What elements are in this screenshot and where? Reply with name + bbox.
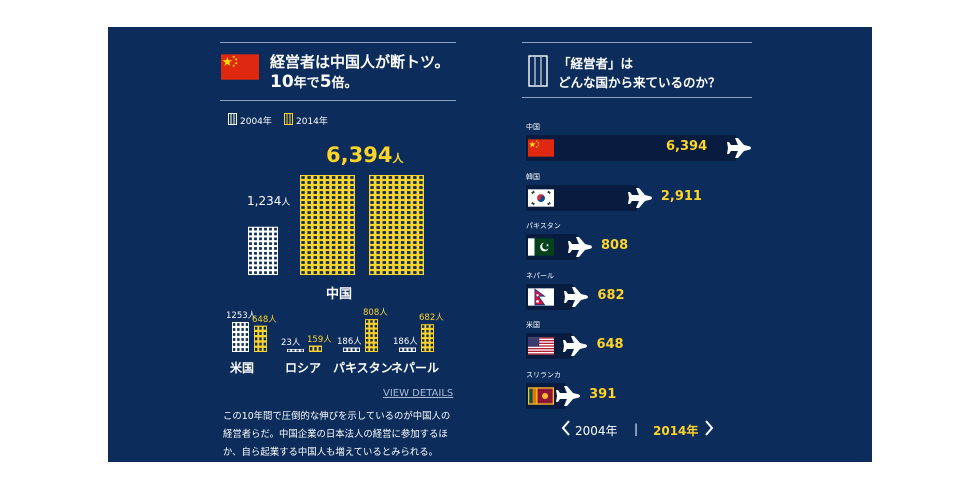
- category-label: 米国: [230, 361, 255, 375]
- china-category-label: 中国: [326, 287, 353, 302]
- legend-2014-label: 2014年: [296, 117, 328, 127]
- category-label: ネパール: [391, 361, 440, 375]
- left-title-line1: 経営者は中国人が断トツ。: [270, 53, 450, 71]
- building-2014-3: [365, 319, 378, 352]
- building-2004-2: [287, 349, 304, 352]
- airplane-icon: [726, 137, 752, 159]
- flag-pk-icon: [528, 238, 554, 256]
- airplane-icon: [562, 335, 588, 357]
- right-title-line1: 「経営者」は: [558, 56, 634, 71]
- flag-kr-icon: [528, 188, 554, 207]
- china-2014-building-2: [369, 175, 424, 275]
- legend-2004-label: 2004年: [240, 117, 272, 127]
- building-2014-1: [254, 325, 267, 352]
- china-2004-building: [248, 226, 278, 275]
- left-description: この10年間で圧倒的な伸びを示しているのが中国人の 経営者らだ。中国企業の日本法…: [223, 411, 451, 458]
- right-title-bottom-rule: [522, 97, 752, 98]
- year-2004-button[interactable]: 2004年: [575, 424, 618, 438]
- building-2004-3: [343, 347, 360, 352]
- prev-year-chevron-icon[interactable]: [561, 420, 571, 436]
- left-title-bottom-rule: [220, 100, 456, 101]
- airplane-icon: [627, 187, 653, 209]
- china-flag-icon: [221, 54, 259, 80]
- infographic-panel: 経営者は中国人が断トツ。 10年で5倍。 2004年 2014年 6,394人 …: [108, 27, 872, 462]
- right-top-rule: [522, 42, 752, 43]
- flag-cn-icon: [528, 139, 554, 157]
- china-2014-value-label: 6,394人: [326, 143, 404, 167]
- year-separator: |: [634, 422, 639, 436]
- country-value-label: 391: [589, 386, 617, 402]
- building-2004-1: [232, 322, 249, 352]
- legend-2014-icon: [284, 113, 293, 125]
- country-label: 中国: [526, 123, 540, 131]
- right-title-line2: どんな国から来ているのか？: [558, 75, 721, 90]
- building-icon: [528, 55, 548, 87]
- country-value-label: 6,394: [666, 139, 708, 154]
- value-2014-label: 682人: [419, 313, 444, 324]
- country-label: 米国: [526, 321, 540, 329]
- building-2014-2: [309, 345, 322, 352]
- china-building-chart: [248, 175, 424, 275]
- china-2014-building-1: [300, 175, 355, 275]
- small-countries-building-chart: [232, 319, 434, 352]
- country-value-label: 2,911: [660, 188, 702, 204]
- country-value-label: 682: [597, 287, 625, 303]
- category-label: ロシア: [285, 361, 322, 375]
- flag-us-icon: [528, 337, 554, 355]
- legend-2004-icon: [228, 113, 237, 125]
- value-2004-label: 186人: [393, 336, 418, 347]
- country-value-label: 808: [600, 238, 629, 253]
- year-2014-button[interactable]: 2014年: [653, 424, 699, 438]
- value-2004-label: 1253人: [226, 311, 257, 321]
- airplane-icon: [555, 385, 581, 407]
- category-label: パキスタン: [333, 361, 393, 375]
- flag-np-icon: [528, 287, 554, 306]
- building-2004-4: [399, 347, 416, 352]
- airplane-icon: [567, 236, 593, 258]
- country-label: パキスタン: [526, 222, 561, 230]
- country-label: ネパール: [526, 271, 554, 280]
- value-2014-label: 808人: [363, 308, 388, 319]
- value-2004-label: 23人: [281, 338, 301, 348]
- country-value-label: 648: [596, 337, 624, 352]
- left-top-rule: [220, 42, 456, 43]
- country-bar: [526, 135, 736, 161]
- value-2014-label: 159人: [307, 334, 332, 345]
- country-label: スリランカ: [526, 370, 561, 379]
- china-2004-value-label: 1,234人: [247, 194, 291, 208]
- value-2014-label: 648人: [252, 314, 277, 325]
- left-title-line2: 10年で5倍。: [270, 72, 358, 92]
- next-year-chevron-icon[interactable]: [704, 420, 714, 436]
- building-2014-4: [421, 324, 434, 352]
- flag-lk-icon: [528, 386, 554, 405]
- country-label: 韓国: [526, 172, 540, 181]
- value-2004-label: 186人: [337, 336, 362, 347]
- view-details-link[interactable]: VIEW DETAILS: [383, 388, 454, 399]
- airplane-icon: [563, 286, 589, 308]
